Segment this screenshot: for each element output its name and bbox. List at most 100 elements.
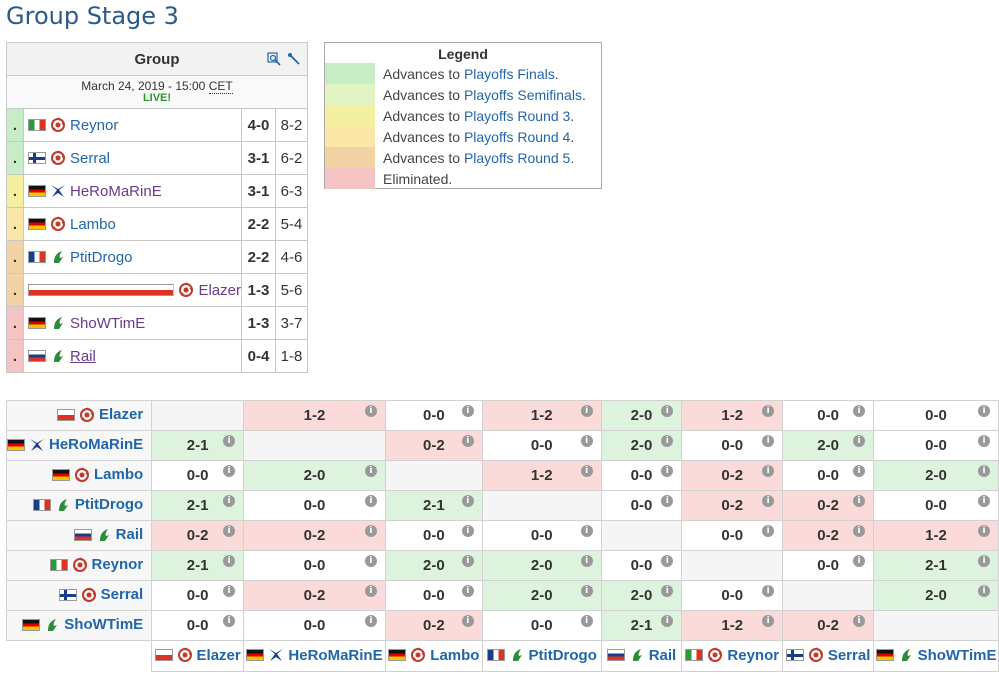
row-player-name[interactable]: Rail xyxy=(115,526,144,544)
column-player-name[interactable]: Reynor xyxy=(727,646,780,664)
info-icon[interactable]: i xyxy=(661,555,674,567)
row-player-name[interactable]: HeRoMaRinE xyxy=(49,436,144,454)
info-icon[interactable]: i xyxy=(580,465,593,477)
row-player-header[interactable]: HeRoMaRinE xyxy=(5,430,153,461)
info-icon[interactable]: i xyxy=(580,585,593,597)
info-icon[interactable]: i xyxy=(461,585,474,597)
row-player-header[interactable]: Elazer xyxy=(5,400,153,431)
player-name-link[interactable]: PtitDrogo xyxy=(70,248,133,266)
row-player-header[interactable]: PtitDrogo xyxy=(5,490,153,521)
info-icon[interactable]: i xyxy=(223,585,236,597)
info-icon[interactable]: i xyxy=(461,405,474,417)
row-player-header[interactable]: ShoWTimE xyxy=(5,610,153,641)
column-player-header[interactable]: PtitDrogo xyxy=(481,640,602,672)
info-icon[interactable]: i xyxy=(461,495,474,507)
info-icon[interactable]: i xyxy=(580,405,593,417)
info-icon[interactable]: i xyxy=(978,405,990,417)
column-player-name[interactable]: Elazer xyxy=(196,646,241,664)
player-name-link[interactable]: Lambo xyxy=(70,215,116,233)
info-icon[interactable]: i xyxy=(223,615,236,627)
row-player-name[interactable]: Lambo xyxy=(94,466,144,484)
info-icon[interactable]: i xyxy=(661,435,674,447)
info-icon[interactable]: i xyxy=(661,465,674,477)
row-player-header[interactable]: Lambo xyxy=(5,460,153,491)
info-icon[interactable]: i xyxy=(853,495,866,507)
info-icon[interactable]: i xyxy=(580,435,593,447)
info-icon[interactable]: i xyxy=(978,585,990,597)
row-player-name[interactable]: PtitDrogo xyxy=(74,496,144,514)
info-icon[interactable]: i xyxy=(223,555,236,567)
legend-link[interactable]: Playoffs Round 5 xyxy=(463,149,571,166)
info-icon[interactable]: i xyxy=(762,435,775,447)
info-icon[interactable]: i xyxy=(978,465,990,477)
row-player-name[interactable]: Reynor xyxy=(91,556,144,574)
column-player-name[interactable]: ShoWTimE xyxy=(917,646,997,664)
player-name-link[interactable]: HeRoMaRinE xyxy=(70,182,162,200)
column-player-header[interactable]: Elazer xyxy=(151,640,245,672)
info-icon[interactable]: i xyxy=(223,525,236,537)
info-icon[interactable]: i xyxy=(978,495,990,507)
info-icon[interactable]: i xyxy=(853,615,866,627)
column-player-name[interactable]: Serral xyxy=(827,646,871,664)
info-icon[interactable]: i xyxy=(580,555,593,567)
legend-link[interactable]: Playoffs Finals xyxy=(463,65,555,82)
info-icon[interactable]: i xyxy=(461,435,474,447)
info-icon[interactable]: i xyxy=(762,585,775,597)
info-icon[interactable]: i xyxy=(762,525,775,537)
info-icon[interactable]: i xyxy=(853,555,866,567)
column-player-header[interactable]: Lambo xyxy=(384,640,483,672)
info-icon[interactable]: i xyxy=(978,525,990,537)
info-icon[interactable]: i xyxy=(978,435,990,447)
info-icon[interactable]: i xyxy=(661,405,674,417)
player-name-link[interactable]: ShoWTimE xyxy=(70,314,146,332)
info-icon[interactable]: i xyxy=(364,585,377,597)
player-name-link[interactable]: Reynor xyxy=(70,116,119,134)
info-icon[interactable]: i xyxy=(461,525,474,537)
wand-icon[interactable] xyxy=(287,52,301,66)
player-name-link[interactable]: Elazer xyxy=(198,281,241,299)
info-icon[interactable]: i xyxy=(580,615,593,627)
info-icon[interactable]: i xyxy=(762,495,775,507)
legend-link[interactable]: Playoffs Round 4 xyxy=(463,128,571,145)
info-icon[interactable]: i xyxy=(364,555,377,567)
info-icon[interactable]: i xyxy=(364,405,377,417)
info-icon[interactable]: i xyxy=(364,525,377,537)
info-icon[interactable]: i xyxy=(580,525,593,537)
info-icon[interactable]: i xyxy=(461,555,474,567)
info-icon[interactable]: i xyxy=(661,585,674,597)
column-player-header[interactable]: ShoWTimE xyxy=(873,640,999,672)
info-icon[interactable]: i xyxy=(364,465,377,477)
column-player-name[interactable]: PtitDrogo xyxy=(528,646,597,664)
info-icon[interactable]: i xyxy=(762,405,775,417)
info-icon[interactable]: i xyxy=(364,495,377,507)
info-icon[interactable]: i xyxy=(223,435,236,447)
info-icon[interactable]: i xyxy=(762,465,775,477)
row-player-name[interactable]: Serral xyxy=(100,586,144,604)
info-icon[interactable]: i xyxy=(853,435,866,447)
info-icon[interactable]: i xyxy=(223,495,236,507)
zoom-icon[interactable] xyxy=(267,52,281,66)
column-player-header[interactable]: Serral xyxy=(782,640,875,672)
info-icon[interactable]: i xyxy=(661,495,674,507)
player-name-link[interactable]: Serral xyxy=(70,149,111,167)
legend-link[interactable]: Playoffs Semifinals xyxy=(463,86,582,103)
info-icon[interactable]: i xyxy=(853,405,866,417)
row-player-name[interactable]: ShoWTimE xyxy=(64,616,144,634)
info-icon[interactable]: i xyxy=(461,615,474,627)
info-icon[interactable]: i xyxy=(978,555,990,567)
row-player-header[interactable]: Reynor xyxy=(5,550,153,581)
column-player-header[interactable]: Rail xyxy=(600,640,683,672)
info-icon[interactable]: i xyxy=(223,465,236,477)
info-icon[interactable]: i xyxy=(762,615,775,627)
legend-link[interactable]: Playoffs Round 3 xyxy=(463,107,571,124)
player-name-link[interactable]: Rail xyxy=(70,347,96,365)
info-icon[interactable]: i xyxy=(853,465,866,477)
row-player-header[interactable]: Serral xyxy=(5,580,153,611)
info-icon[interactable]: i xyxy=(364,615,377,627)
column-player-header[interactable]: HeRoMaRinE xyxy=(243,640,386,672)
info-icon[interactable]: i xyxy=(661,615,674,627)
column-player-name[interactable]: Lambo xyxy=(430,646,480,664)
row-player-name[interactable]: Elazer xyxy=(98,406,144,424)
column-player-name[interactable]: HeRoMaRinE xyxy=(288,646,383,664)
column-player-name[interactable]: Rail xyxy=(648,646,677,664)
